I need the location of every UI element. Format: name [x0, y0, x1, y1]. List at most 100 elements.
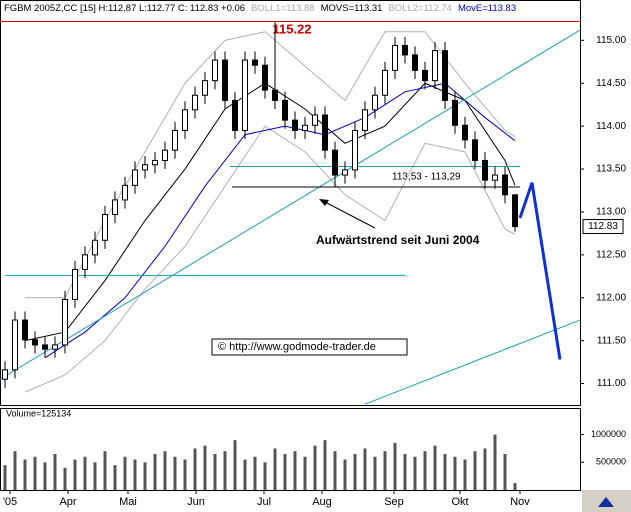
volume-bar [483, 448, 487, 490]
volume-bar [513, 483, 517, 490]
candle-body [432, 50, 438, 82]
last-price-box [582, 219, 624, 235]
candle-body [62, 298, 68, 346]
volume-bar [143, 462, 147, 490]
candle-body [182, 109, 188, 131]
volume-bar [63, 467, 67, 490]
x-tick-label: Sep [384, 496, 404, 508]
volume-bar [413, 456, 417, 490]
x-tick-label: Nov [510, 496, 530, 508]
volume-bar [233, 440, 237, 490]
volume-bar [223, 451, 227, 490]
legend-entry: FGBM 2005Z,CC [15] H:112.87 L:112.77 C: … [4, 3, 245, 14]
volume-bar [303, 456, 307, 490]
candle-body [392, 44, 398, 71]
copyright: © http://www.godmode-trader.de [218, 341, 376, 353]
candle-body [112, 199, 118, 216]
copyright-box [211, 338, 408, 356]
volume-bar [403, 453, 407, 490]
volume-bar [373, 456, 377, 490]
candle-body [292, 119, 298, 131]
volume-bar [103, 451, 107, 490]
candle-body [22, 319, 28, 341]
legend-entry: MOVS=113.31 [321, 3, 383, 14]
candle-body [312, 114, 318, 126]
volume-bar [363, 448, 367, 490]
volume-bar [253, 456, 257, 490]
x-tick-label: Mai [119, 496, 137, 508]
volume-bar [503, 453, 507, 490]
volume-bar [43, 462, 47, 490]
volume-label: Volume=125134 [6, 408, 71, 418]
y-tick-label: 113.50 [596, 164, 626, 175]
volume-tick-label: 1000000 [591, 429, 626, 439]
candle-body [232, 99, 238, 131]
volume-bar [333, 451, 337, 490]
volume-bar [123, 456, 127, 490]
candle-body [42, 344, 48, 350]
volume-bar [13, 451, 17, 490]
high-annotation: 115.22 [272, 21, 311, 36]
candle-body [162, 149, 168, 161]
candle-body [422, 69, 428, 82]
candle-body [172, 129, 178, 151]
volume-bar [453, 456, 457, 490]
trend-line [364, 319, 581, 405]
candle-body [272, 89, 278, 101]
volume-bar [313, 445, 317, 490]
corner-icon [598, 497, 614, 507]
range-annotation: 113,53 - 113,29 [392, 172, 461, 183]
indicator-line [25, 31, 516, 299]
volume-bar [383, 451, 387, 490]
volume-bar [3, 465, 7, 490]
volume-bar [173, 456, 177, 490]
candle-body [242, 59, 248, 131]
trend-line [518, 182, 562, 360]
candle-body [2, 369, 8, 380]
x-tick-label: Jun [187, 496, 205, 508]
candle-body [482, 159, 488, 181]
y-tick-label: 114.00 [596, 121, 626, 132]
volume-panel [0, 408, 581, 491]
x-tick-label: Aug [312, 496, 332, 508]
candle-body [282, 99, 288, 121]
volume-bar [273, 448, 277, 490]
candle-body [302, 124, 308, 131]
candle-body [12, 319, 18, 371]
candle-body [82, 254, 88, 270]
x-tick-label: '05 [3, 496, 17, 508]
volume-bar [433, 445, 437, 490]
legend-text: FGBM 2005Z,CC [15] H:112.87 L:112.77 C: … [4, 3, 516, 14]
y-tick-label: 112.50 [596, 249, 626, 260]
x-tick-label: Okt [451, 496, 468, 508]
volume-bar [183, 459, 187, 490]
candle-body [412, 54, 418, 71]
y-tick-label: 114.50 [596, 78, 626, 89]
volume-bar [133, 459, 137, 490]
candle-body [262, 64, 268, 91]
volume-bar [293, 451, 297, 490]
candle-body [492, 174, 498, 181]
last-price-label: 112.83 [588, 221, 618, 232]
legend-entry: BOLL1=113.88 [251, 3, 314, 14]
candle-body [142, 164, 148, 171]
volume-bar [243, 459, 247, 490]
candle-body [122, 184, 128, 201]
x-tick-label: Jul [257, 496, 271, 508]
volume-bar [153, 453, 157, 490]
arrow-head [319, 199, 329, 206]
candle-body [362, 109, 368, 131]
volume-bar [323, 440, 327, 490]
volume-bar [443, 453, 447, 490]
volume-bar [83, 456, 87, 490]
volume-tick-label: 500000 [596, 457, 626, 467]
volume-bar [423, 451, 427, 490]
trend-annotation: Aufwärtstrend seit Juni 2004 [316, 233, 480, 247]
volume-bar [113, 465, 117, 490]
candle-body [442, 50, 448, 101]
candle-body [152, 159, 158, 166]
x-tick-label: Apr [59, 496, 76, 508]
candle-body [222, 59, 228, 101]
candle-body [92, 239, 98, 256]
